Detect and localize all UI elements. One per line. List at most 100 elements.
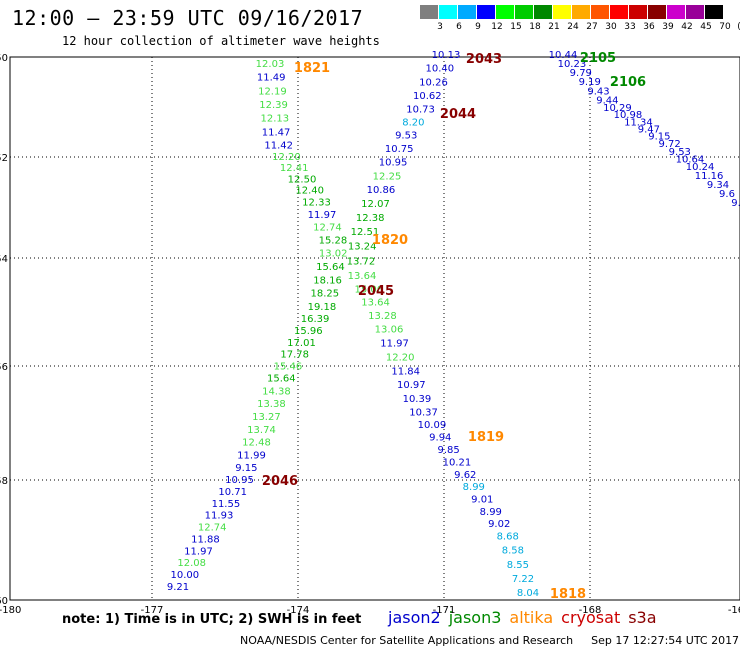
wave-height-tracks: 12.0311.4912.1912.3912.1311.4711.4212.20… xyxy=(167,50,740,599)
scale-label: 18 xyxy=(529,22,541,32)
wave-height-value: 15.06 xyxy=(354,284,383,295)
wave-height-value: 9.34 xyxy=(707,180,729,191)
scale-label: 36 xyxy=(643,22,655,32)
wave-height-value: 12.20 xyxy=(386,352,415,363)
wave-height-value: 10.09 xyxy=(418,420,447,431)
wave-height-value: 12.48 xyxy=(242,438,271,449)
wave-height-value: 19.18 xyxy=(308,302,337,313)
scale-label: 45 xyxy=(700,22,712,32)
wave-height-value: 15.28 xyxy=(319,235,348,246)
latitude-label: -58 xyxy=(0,476,8,487)
wave-height-value: 11.88 xyxy=(191,534,220,545)
scale-swatch xyxy=(534,5,552,19)
latitude-label: -52 xyxy=(0,153,8,164)
wave-height-value: 10.44 xyxy=(549,50,578,61)
wave-height-value: 12.74 xyxy=(313,223,342,234)
wave-height-value: 10.26 xyxy=(419,77,448,88)
wave-height-value: 12.33 xyxy=(302,198,331,209)
satellite-legend: jason2 jason3 altika cryosat s3a xyxy=(388,608,665,627)
wave-height-value: 12.19 xyxy=(258,86,287,97)
wave-height-value: 11.97 xyxy=(308,210,337,221)
wave-height-value: 10.86 xyxy=(367,185,396,196)
wave-height-value: 11.55 xyxy=(212,499,241,510)
wave-height-value: 9.62 xyxy=(454,470,476,481)
wave-height-value: 10.29 xyxy=(603,103,632,114)
wave-height-value: 15.64 xyxy=(267,374,296,385)
wave-height-value: 8.55 xyxy=(507,560,529,571)
scale-label: 15 xyxy=(510,22,522,32)
scale-label: 21 xyxy=(548,22,560,32)
wave-height-value: 16.39 xyxy=(301,314,330,325)
scale-swatch xyxy=(458,5,476,19)
wave-height-value: 12.50 xyxy=(288,174,317,185)
map-frame xyxy=(9,56,740,601)
wave-height-value: 7.22 xyxy=(512,574,534,585)
wave-height-value: 12.13 xyxy=(260,114,289,125)
wave-height-value: 9.43 xyxy=(587,86,609,97)
wave-height-value: 10.71 xyxy=(218,487,247,498)
scale-label: 6 xyxy=(456,22,462,32)
wave-height-value: 11.97 xyxy=(380,339,409,350)
wave-height-value: 15.96 xyxy=(294,326,323,337)
wave-height-value: 10.73 xyxy=(406,104,435,115)
wave-height-value: 8.99 xyxy=(480,507,502,518)
wave-height-value: 13.24 xyxy=(348,242,377,253)
wave-height-value: 11.99 xyxy=(237,450,266,461)
latitude-label: -56 xyxy=(0,362,8,373)
map-title: 12:00 — 23:59 UTC 09/16/2017 xyxy=(12,6,364,30)
scale-swatch xyxy=(610,5,628,19)
latitude-label: -60 xyxy=(0,596,8,607)
map-border xyxy=(9,56,740,601)
pass-time-label: 1819 xyxy=(468,430,504,445)
wave-height-value: 10.40 xyxy=(425,64,454,75)
legend-cryosat: cryosat xyxy=(561,608,621,627)
pass-time-labels: 1821 2043 2105 2106 2044 1820 2045 1819 2046 1818 xyxy=(262,51,646,602)
legend-altika: altika xyxy=(509,608,554,627)
longitude-label: -180 xyxy=(0,605,21,616)
graticule xyxy=(10,57,740,600)
wave-height-value: 12.03 xyxy=(256,59,285,70)
wave-height-value: 13.64 xyxy=(361,298,390,309)
wave-height-value: 9.53 xyxy=(395,131,417,142)
scale-swatch xyxy=(439,5,457,19)
wave-height-value: 11.93 xyxy=(205,511,234,522)
wave-height-value: 10.23 xyxy=(558,59,587,70)
axis-labels: -180 -177 -174 -171 -168 -16 -50 -52 -54 -56 -58 -6… xyxy=(0,53,740,616)
wave-height-value: 10.98 xyxy=(614,110,643,121)
footer-agency: NOAA/NESDIS Center for Satellite Applica… xyxy=(240,634,574,647)
wave-height-value: 10.64 xyxy=(676,155,705,166)
latitude-label: -54 xyxy=(0,254,8,265)
footer-timestamp: Sep 17 12:27:54 UTC 2017 xyxy=(591,634,740,647)
wave-height-value: 9.53 xyxy=(669,147,691,158)
scale-swatch xyxy=(477,5,495,19)
wave-height-value: 9.94 xyxy=(429,432,451,443)
wave-height-value: 8.20 xyxy=(402,118,424,129)
scale-swatch xyxy=(648,5,666,19)
wave-height-value: 10.24 xyxy=(686,162,715,173)
wave-height-value: 17.78 xyxy=(280,350,309,361)
legend-jason2: jason2 xyxy=(388,608,441,627)
map-footer: NOAA/NESDIS Center for Satellite Applica… xyxy=(240,634,739,647)
scale-swatch xyxy=(553,5,571,19)
wave-height-value: 13.02 xyxy=(319,248,348,259)
wave-height-value: 11.16 xyxy=(695,171,724,182)
pass-time-label: 2046 xyxy=(262,474,298,489)
wave-height-value: 10.95 xyxy=(225,475,254,486)
track-a: 12.03 11.49 12.19 12.39 12.13 11.47 11.4212.20… xyxy=(167,59,348,593)
longitude-label: -174 xyxy=(287,605,310,616)
map-note: note: 1) Time is in UTC; 2) SWH is in fe… xyxy=(62,612,362,627)
wave-height-value: 10.13 xyxy=(432,50,461,61)
wave-height-value: 18.25 xyxy=(310,289,339,300)
wave-height-value: 9.21 xyxy=(167,582,189,593)
legend-s3a: s3a xyxy=(628,608,657,627)
pass-time-label: 2045 xyxy=(358,284,394,299)
wave-height-value: 11.47 xyxy=(262,127,291,138)
scale-label: 3 xyxy=(437,22,443,32)
wave-height-value: 13.06 xyxy=(375,325,404,336)
wave-height-value: 18.16 xyxy=(313,275,342,286)
pass-time-label: 2044 xyxy=(440,107,476,122)
wave-height-value: 12.08 xyxy=(177,558,206,569)
wave-height-value: 9.01 xyxy=(471,495,493,506)
scale-label: 24 xyxy=(567,22,579,32)
